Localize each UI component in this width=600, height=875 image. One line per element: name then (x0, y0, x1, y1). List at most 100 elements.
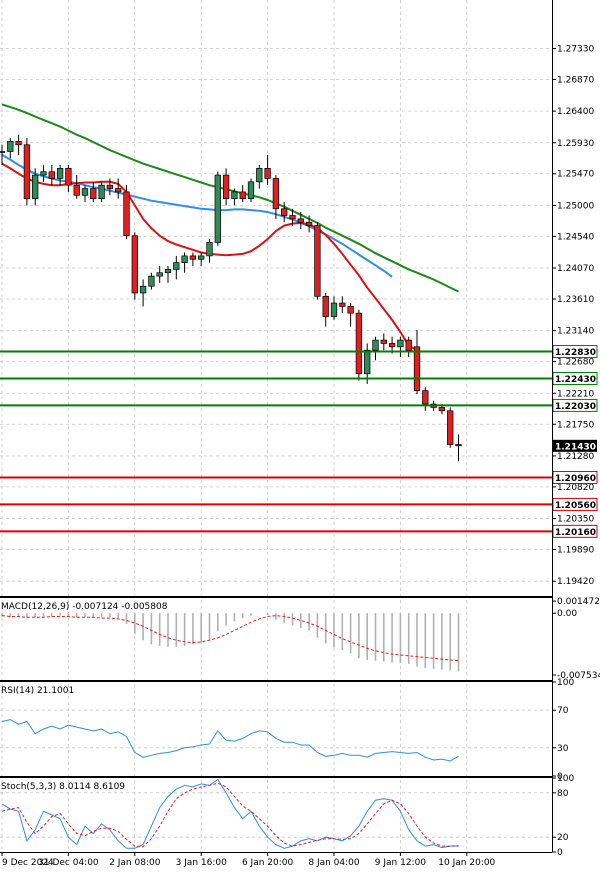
level-label: 1.20960 (555, 474, 596, 484)
candle-body (40, 171, 47, 176)
stoch-tick-label: 100 (557, 774, 574, 784)
y-tick-label: 1.19890 (557, 546, 594, 556)
x-tick-label: 8 Jan 04:00 (308, 858, 360, 868)
x-tick-label: 31 Dec 04:00 (38, 858, 99, 868)
candle-body (455, 444, 462, 447)
candle-body (189, 255, 197, 260)
level-label: 1.20560 (555, 501, 596, 511)
candle-body (297, 218, 304, 223)
stoch-tick-label: 80 (557, 789, 569, 799)
x-tick-label: 9 Dec 2024 (2, 858, 54, 868)
candle-body (397, 339, 404, 348)
ma-slow-line (1, 103, 459, 293)
candle-body (0, 151, 6, 153)
rsi-panel: RSI(14) 21.1001 (1, 686, 459, 762)
x-tick-label: 6 Jan 20:00 (242, 858, 294, 868)
stoch-tick-label: 20 (557, 833, 569, 843)
candle-body (355, 312, 363, 375)
candle-body (438, 407, 446, 412)
candle-body (305, 221, 313, 226)
candle-body (106, 184, 114, 189)
candle-body (23, 144, 31, 200)
macd-tick-label: 0.00 (557, 609, 577, 619)
y-tick-label: 1.22680 (557, 358, 594, 368)
x-tick-label: 2 Jan 08:00 (109, 858, 161, 868)
candle-body (405, 339, 412, 351)
candle-body (364, 349, 371, 375)
macd-panel: MACD(12,26,9) -0.007124 -0.005808 (1, 602, 460, 672)
candle-body (73, 184, 80, 196)
candle-body (156, 272, 163, 277)
candle-body (7, 141, 14, 152)
candle-body (372, 339, 379, 351)
candle-body (347, 306, 354, 314)
current-price-tag (553, 439, 597, 452)
level-label: 1.20160 (555, 528, 596, 538)
macd-tick-label: 0.001472 (557, 597, 600, 607)
grid (0, 0, 552, 852)
y-tick-label: 1.20350 (557, 515, 594, 525)
candle-body (314, 225, 321, 297)
candle-body (206, 242, 213, 257)
rsi-tick-label: 0 (557, 772, 563, 782)
x-tick-label: 10 Jan 20:00 (438, 858, 495, 868)
rsi-tick-label: 70 (557, 706, 569, 716)
candle-body (247, 181, 255, 200)
candle-body (264, 168, 271, 179)
y-tick-label: 1.25000 (557, 201, 594, 211)
candle-body (173, 262, 180, 270)
candle-body (181, 255, 188, 263)
candle-body (256, 168, 263, 183)
stoch-main-line (1, 778, 459, 849)
current-price-label: 1.21430 (555, 442, 596, 452)
rsi-tick-label: 30 (557, 744, 569, 754)
stoch-panel: Stoch(5,3,3) 8.0114 8.6109 (1, 778, 459, 849)
stoch-signal-line (1, 782, 459, 848)
macd-tick-label: -0.007534 (557, 671, 600, 681)
y-tick-label: 1.27330 (557, 44, 594, 54)
candle-body (148, 275, 155, 287)
rsi-line (1, 719, 459, 762)
macd-label: MACD(12,26,9) -0.007124 -0.005808 (1, 602, 168, 612)
candle-body (380, 339, 387, 344)
candle-body (422, 390, 429, 405)
y-tick-label: 1.23610 (557, 295, 594, 305)
candle-body (214, 174, 221, 243)
y-tick-label: 1.25470 (557, 170, 594, 180)
candle-body (289, 215, 296, 220)
x-tick-label: 3 Jan 16:00 (176, 858, 228, 868)
rsi-tick-label: 100 (557, 678, 574, 688)
candle-body (48, 171, 55, 179)
candle-body (32, 174, 39, 200)
rsi-label: RSI(14) 21.1001 (1, 686, 74, 696)
stoch-tick-label: 0 (557, 848, 563, 858)
candle-body (90, 188, 97, 200)
y-tick-label: 1.19420 (557, 577, 594, 587)
y-tick-label: 1.26870 (557, 75, 594, 85)
candle-body (413, 346, 421, 391)
candle-body (281, 208, 288, 216)
candle-body (322, 295, 329, 317)
y-tick-label: 1.21750 (557, 420, 594, 430)
stoch-label: Stoch(5,3,3) 8.0114 8.6109 (1, 782, 125, 792)
candle-body (65, 168, 72, 186)
y-tick-label: 1.21280 (557, 452, 594, 462)
candle-body (272, 178, 280, 210)
candle-body (330, 302, 338, 317)
candle-body (81, 188, 89, 196)
candle-body (339, 302, 346, 307)
main-price-panel (0, 103, 552, 533)
y-tick-label: 1.22210 (557, 389, 594, 399)
y-tick-label: 1.24070 (557, 264, 594, 274)
macd-signal-line (1, 615, 459, 662)
candle-body (239, 191, 246, 200)
level-label: 1.22030 (555, 402, 596, 412)
candle-body (447, 410, 454, 445)
y-tick-label: 1.20820 (557, 483, 594, 493)
candle-body (139, 285, 147, 294)
candle-body (123, 191, 130, 237)
level-label: 1.22430 (555, 375, 596, 385)
y-tick-label: 1.26400 (557, 107, 594, 117)
